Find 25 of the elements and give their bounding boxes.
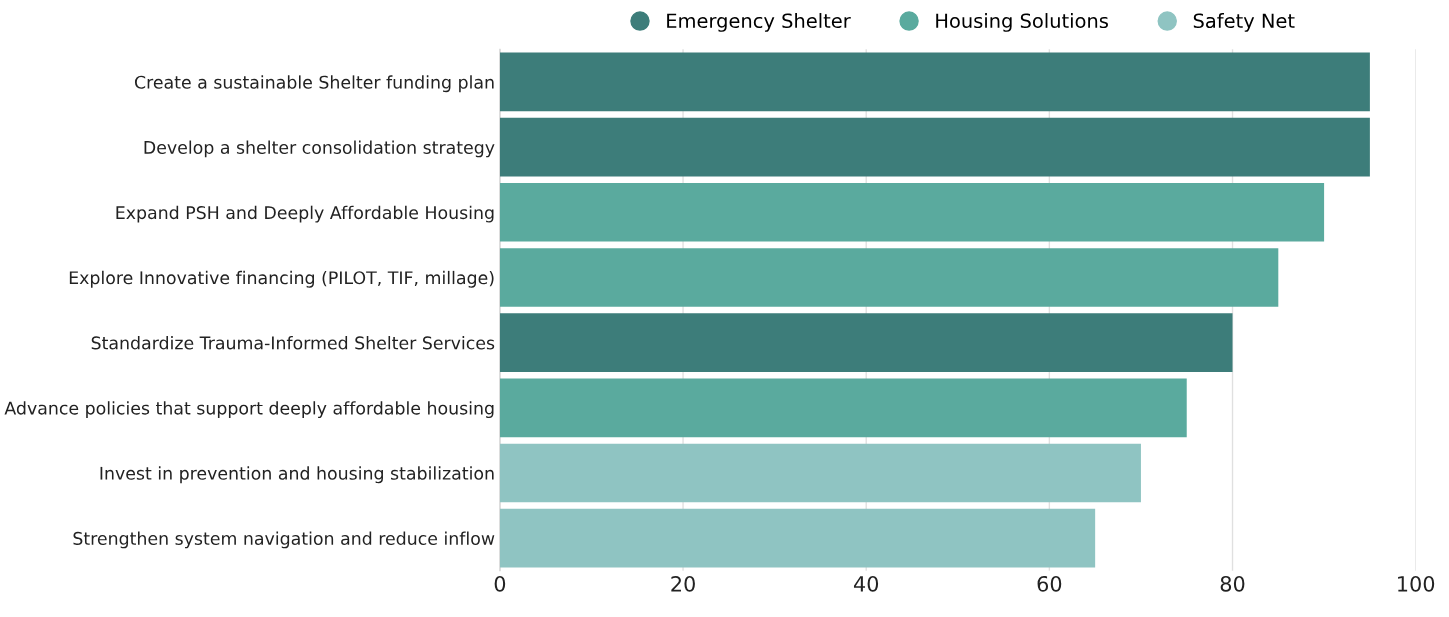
bar bbox=[499, 508, 1096, 568]
x-tick-label: 100 bbox=[1398, 575, 1435, 592]
y-tick-label: Advance policies that support deeply affordable housing bbox=[4, 401, 494, 418]
bar bbox=[499, 248, 1279, 307]
y-tick-label: Expand PSH and Deeply Affordable Housing bbox=[116, 205, 494, 223]
x-tick-label: 0 bbox=[494, 575, 506, 592]
y-tick-label: Explore Innovative financing (PILOT, TIF, millage) bbox=[69, 270, 494, 288]
y-tick-label: Create a sustainable Shelter funding plan bbox=[134, 75, 494, 93]
bar bbox=[499, 182, 1325, 242]
legend-label: Safety Net bbox=[1193, 13, 1295, 32]
y-tick-label: Develop a shelter consolidation strategy bbox=[144, 140, 495, 158]
legend-label: Housing Solutions bbox=[936, 13, 1108, 32]
y-tick-label: Strengthen system navigation and reduce inflow bbox=[73, 531, 495, 549]
x-tick-label: 80 bbox=[1220, 575, 1245, 592]
bar bbox=[499, 443, 1141, 503]
x-tick-label: 60 bbox=[1037, 575, 1062, 592]
y-tick-label: Invest in prevention and housing stabilization bbox=[100, 466, 494, 484]
y-tick-label: Standardize Trauma-Informed Shelter Services bbox=[91, 336, 495, 350]
bar bbox=[499, 313, 1233, 372]
x-tick-label: 20 bbox=[671, 575, 695, 592]
bar bbox=[499, 378, 1187, 438]
x-tick-label: 40 bbox=[853, 575, 879, 592]
bar bbox=[499, 117, 1370, 177]
legend-label: Emergency Shelter bbox=[667, 13, 851, 32]
bar bbox=[499, 52, 1370, 112]
